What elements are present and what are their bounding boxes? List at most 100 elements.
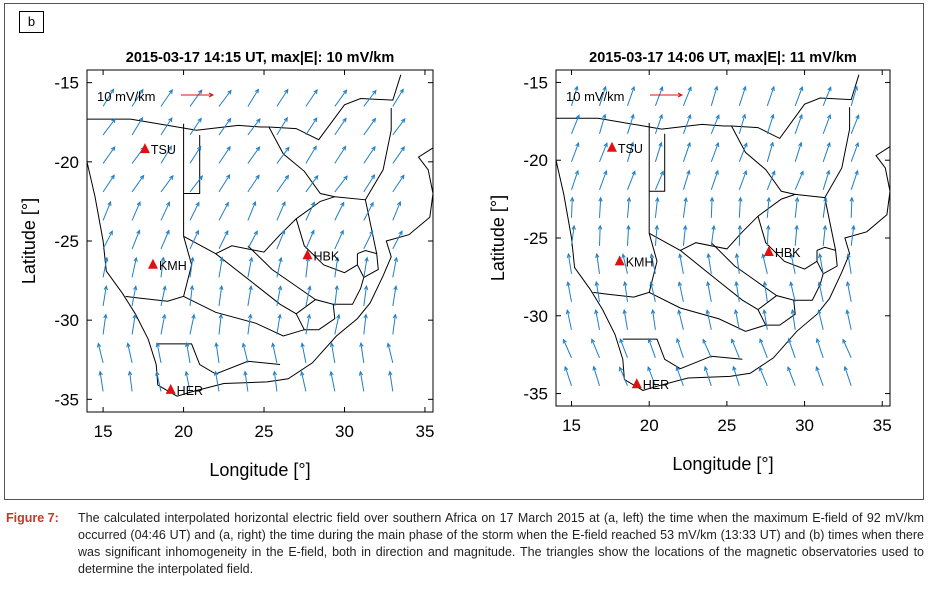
field-arrow <box>710 142 719 162</box>
field-arrow <box>847 253 852 274</box>
field-arrow-head <box>278 256 283 262</box>
field-arrow-head <box>851 224 856 230</box>
field-arrow <box>599 170 607 190</box>
field-arrow-head <box>107 200 112 206</box>
x-axis-label: Longitude [°] <box>209 460 310 480</box>
field-arrow-head <box>133 256 138 262</box>
field-arrow-head <box>340 201 345 207</box>
field-arrow-head <box>342 117 347 123</box>
field-arrow <box>276 117 288 136</box>
field-arrow-head <box>621 253 626 259</box>
field-arrow <box>305 117 318 136</box>
field-arrow-head <box>155 342 161 348</box>
chart-title: 2015-03-17 14:06 UT, max|E|: 11 mV/km <box>589 50 857 66</box>
field-arrow <box>218 230 229 250</box>
field-arrow <box>189 175 203 193</box>
field-arrow-head <box>815 337 821 343</box>
field-arrow-head <box>277 285 283 291</box>
field-arrow <box>815 366 824 386</box>
field-arrow <box>189 257 194 278</box>
field-arrow <box>850 170 859 190</box>
field-arrow <box>97 343 104 364</box>
field-arrow <box>131 201 141 221</box>
scale-label: 10 mV/km <box>566 89 625 104</box>
field-arrow <box>738 197 741 218</box>
x-tick-label: 30 <box>795 416 814 435</box>
field-arrow <box>682 142 691 162</box>
field-arrow <box>334 202 345 221</box>
y-tick-label: -15 <box>523 73 548 92</box>
field-arrow-head <box>799 86 804 92</box>
field-arrow <box>562 339 572 359</box>
field-arrow-head <box>313 88 318 94</box>
field-arrow <box>363 90 377 107</box>
field-arrow-head <box>734 252 740 258</box>
field-arrow <box>305 146 317 164</box>
field-arrow <box>571 197 573 218</box>
field-arrow-head <box>370 174 376 180</box>
field-arrow <box>247 89 259 107</box>
field-arrow <box>682 114 691 134</box>
plot-frame <box>555 69 891 407</box>
field-arrow-head <box>647 337 652 343</box>
field-arrow-head <box>738 196 743 202</box>
country-border <box>364 108 392 201</box>
field-arrow <box>131 175 145 193</box>
field-arrow <box>738 114 746 134</box>
field-arrow <box>759 338 768 358</box>
field-arrow <box>215 343 220 363</box>
observatory-label: HBK <box>775 246 801 260</box>
field-arrow-head <box>762 308 767 315</box>
field-arrow <box>160 175 174 193</box>
field-arrow-head <box>683 196 688 202</box>
field-arrow-head <box>224 201 229 207</box>
field-arrow <box>218 118 232 136</box>
field-arrow <box>710 225 715 246</box>
field-arrow-head <box>111 117 116 123</box>
field-arrow-head <box>254 88 260 94</box>
field-arrow-head <box>770 85 775 91</box>
field-arrow <box>571 115 580 134</box>
field-arrow <box>276 314 281 335</box>
x-axis-label: Longitude [°] <box>672 454 773 474</box>
field-arrow <box>676 338 684 358</box>
field-arrow <box>247 175 260 193</box>
field-arrow-head <box>103 313 108 319</box>
field-arrow-head <box>307 285 312 291</box>
field-arrow-head <box>706 252 711 259</box>
field-arrow-head <box>227 89 232 95</box>
field-arrow <box>766 197 770 218</box>
field-arrow <box>654 225 658 246</box>
field-arrow <box>627 225 630 246</box>
field-arrow-head <box>714 169 719 175</box>
field-arrow <box>766 86 775 106</box>
field-arrow-head <box>248 256 254 262</box>
field-arrow-head <box>190 256 195 262</box>
field-arrow-head <box>631 170 636 176</box>
field-arrow-head <box>602 85 607 91</box>
field-arrow-head <box>169 174 174 180</box>
field-arrow-head <box>658 141 663 147</box>
y-tick-label: -25 <box>54 232 79 251</box>
x-tick-label: 25 <box>255 422 274 441</box>
field-arrow-head <box>569 196 575 202</box>
field-arrow-head <box>849 196 854 202</box>
scale-arrow-head <box>208 92 215 98</box>
field-arrow <box>156 343 162 363</box>
field-arrow <box>305 230 315 250</box>
field-arrow-head <box>168 117 173 123</box>
field-arrow <box>389 371 394 392</box>
field-arrow <box>850 142 859 162</box>
field-arrow <box>766 171 776 190</box>
field-arrow-head <box>281 201 286 207</box>
field-arrow-head <box>650 308 656 314</box>
field-arrow-head <box>675 365 680 372</box>
field-arrow <box>129 371 133 392</box>
field-arrow <box>392 175 405 193</box>
field-arrow-head <box>256 117 261 123</box>
field-arrow <box>218 90 232 107</box>
field-arrow <box>331 343 336 363</box>
field-arrow-head <box>595 252 600 258</box>
field-arrow-head <box>564 365 569 371</box>
field-arrow-head <box>771 170 776 176</box>
